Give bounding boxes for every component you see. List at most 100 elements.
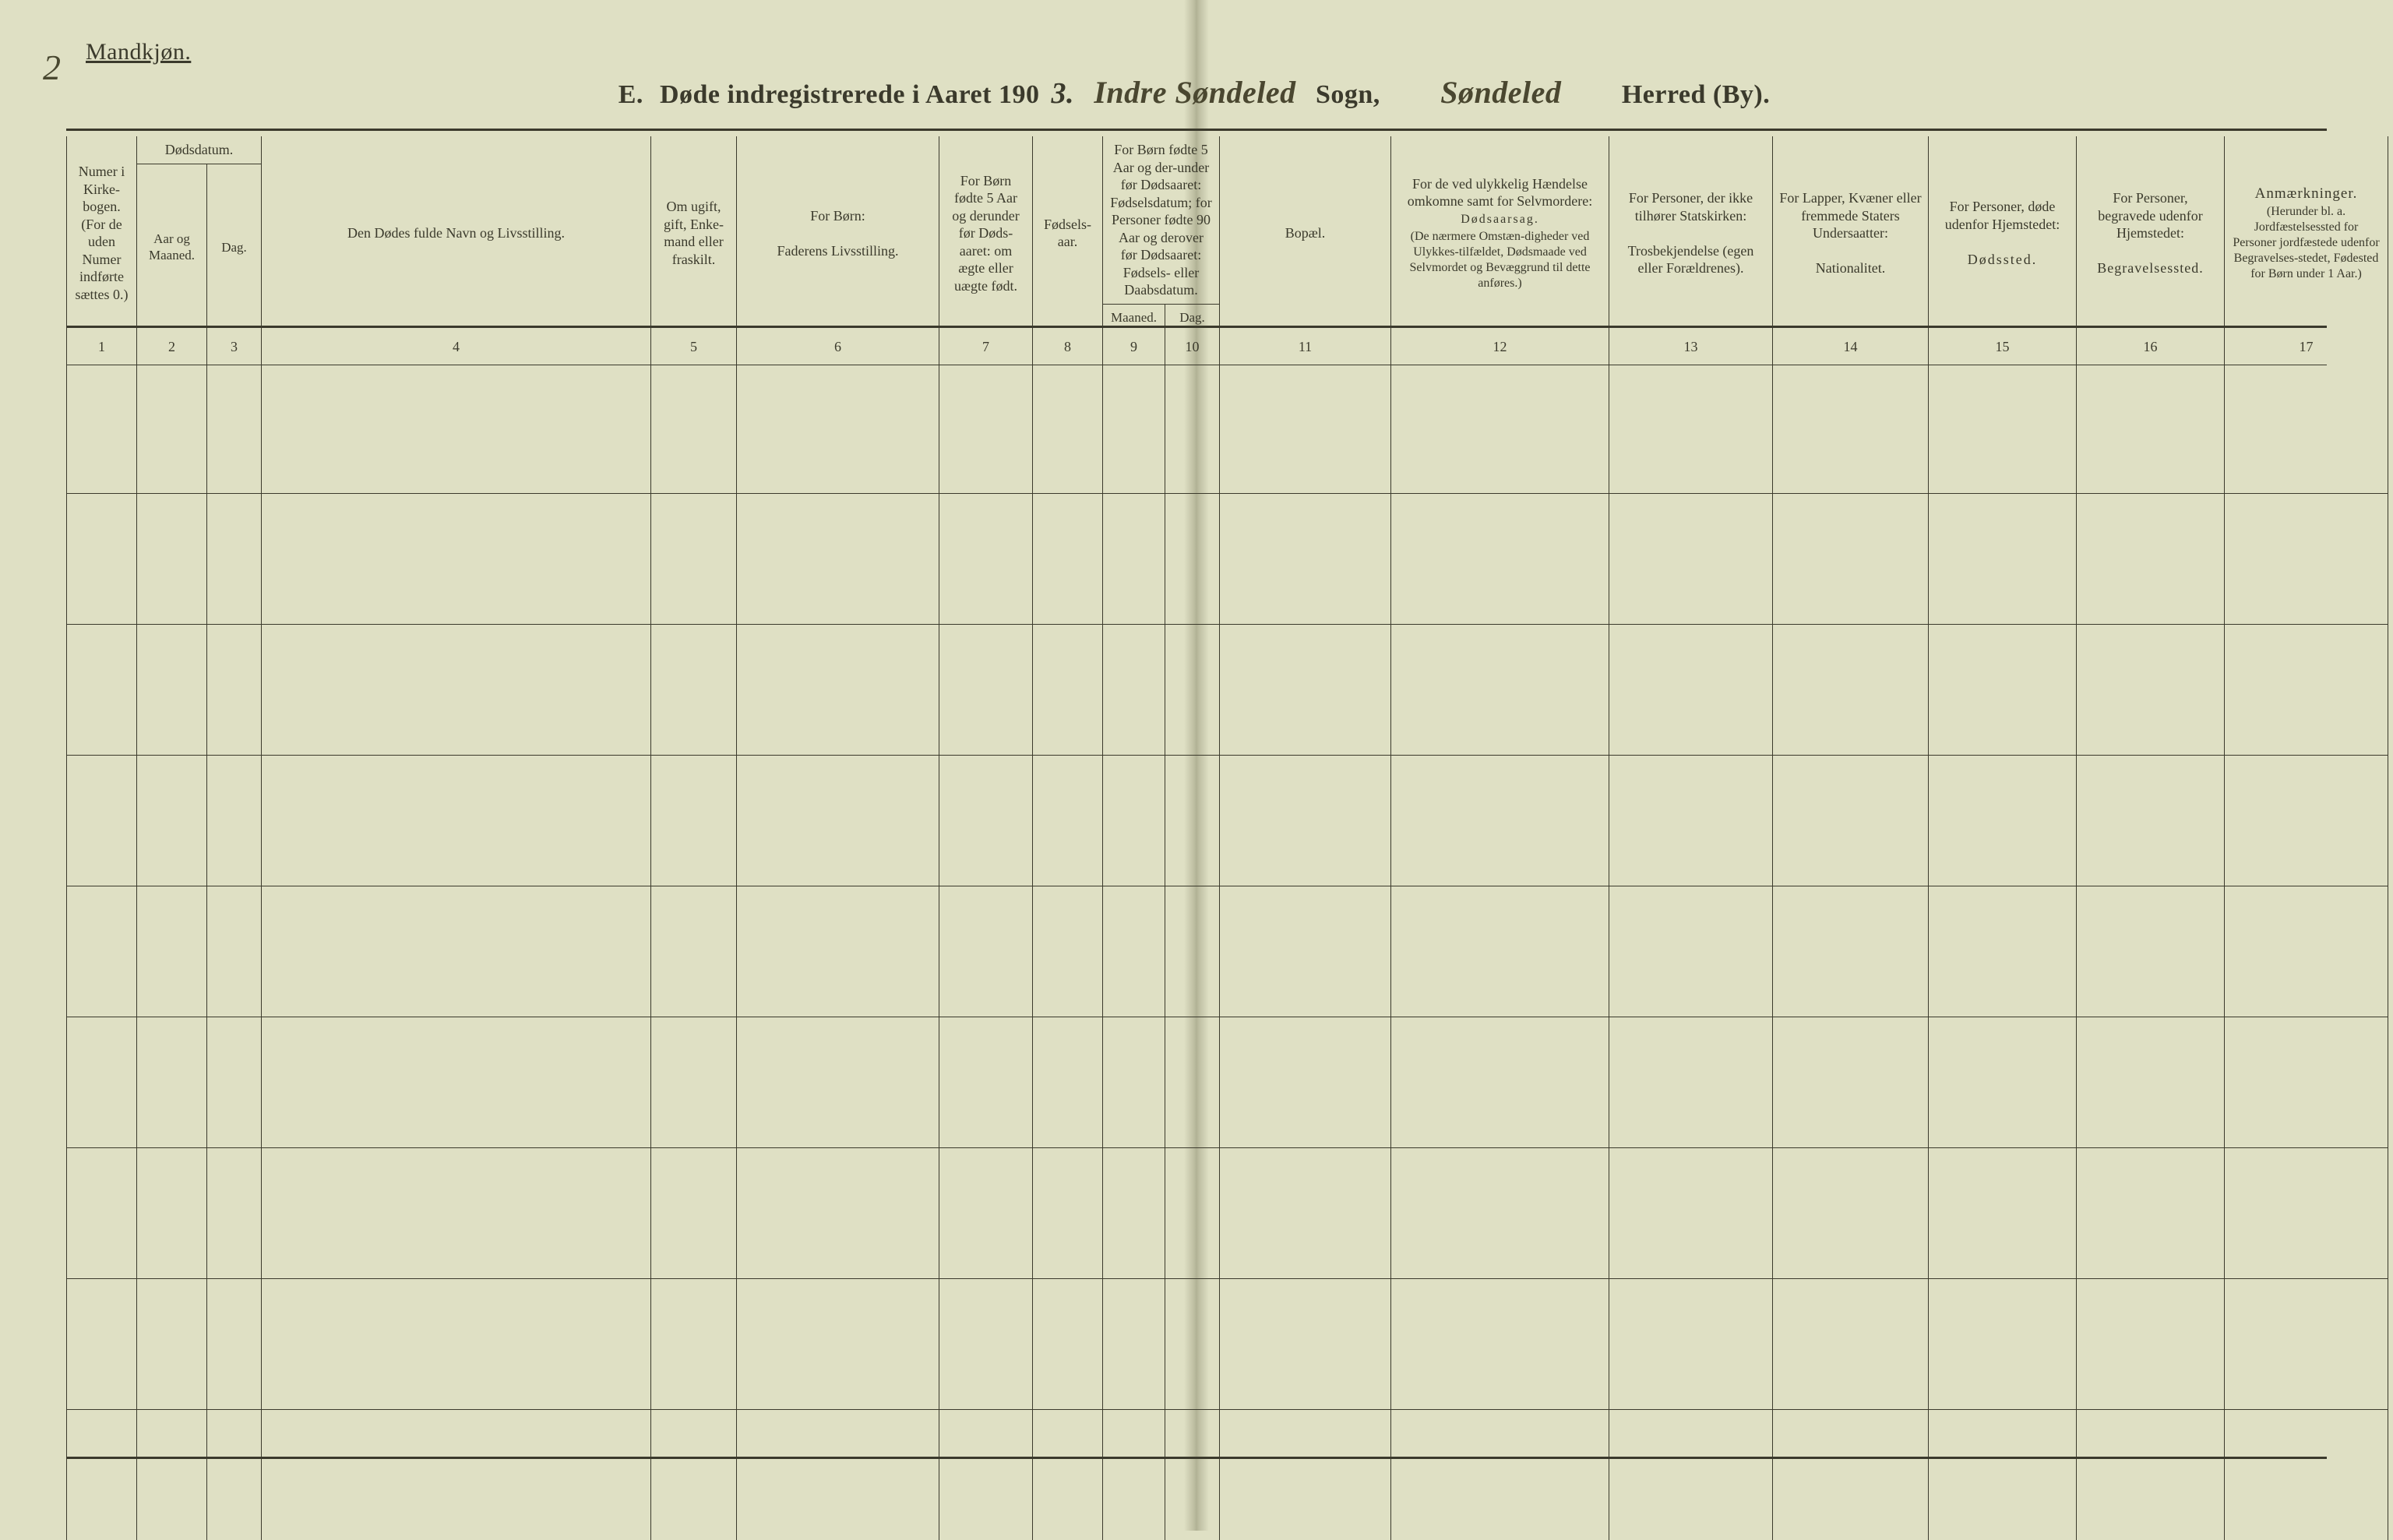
table-cell <box>2077 625 2225 756</box>
table-cell <box>2225 756 2388 886</box>
col-13-heading: For Personer, der ikke tilhører Statskir… <box>1609 136 1773 330</box>
table-cell <box>1609 1017 1773 1148</box>
table-cell <box>737 886 939 1017</box>
table-cell <box>2225 1148 2388 1279</box>
rule-table-bottom <box>66 1457 2327 1459</box>
table-cell <box>262 363 651 494</box>
table-cell <box>2225 625 2388 756</box>
table-cell <box>2077 363 2225 494</box>
table-cell <box>939 1410 1033 1540</box>
table-cell <box>1773 886 1929 1017</box>
title-herred-written: Søndeled <box>1400 74 1602 111</box>
col-6-heading-top: For Børn: <box>810 208 865 224</box>
table-row <box>67 1279 2388 1410</box>
table-cell <box>1103 363 1165 494</box>
table-row <box>67 1017 2388 1148</box>
table-cell <box>137 756 207 886</box>
table-cell <box>67 1279 137 1410</box>
table-cell <box>1929 494 2077 625</box>
table-cell <box>1220 756 1391 886</box>
col-14-heading-top: For Lapper, Kvæner eller fremmede Stater… <box>1779 190 1921 241</box>
table-cell <box>1103 494 1165 625</box>
col-2-3-group: Dødsdatum. <box>137 136 262 164</box>
table-cell <box>1929 625 2077 756</box>
table-row <box>67 625 2388 756</box>
table-cell <box>1220 1279 1391 1410</box>
table-row <box>67 886 2388 1017</box>
table-cell <box>1103 756 1165 886</box>
table-header: Numer i Kirke-bogen. (For de uden Numer … <box>67 136 2388 363</box>
colnum-13: 13 <box>1609 330 1773 364</box>
table-cell <box>939 625 1033 756</box>
table-cell <box>1103 1017 1165 1148</box>
page-title-row: E. Døde indregistrerede i Aaret 190 3. I… <box>0 74 2393 111</box>
table-cell <box>1220 1410 1391 1540</box>
table-cell <box>1609 756 1773 886</box>
table-cell <box>651 494 737 625</box>
table-cell <box>2225 886 2388 1017</box>
col-16-heading-bottom: Begravelsessted. <box>2097 260 2203 276</box>
table-cell <box>2077 1279 2225 1410</box>
table-cell <box>2225 1279 2388 1410</box>
table-cell <box>1773 625 1929 756</box>
table-cell <box>939 1279 1033 1410</box>
table-cell <box>207 1410 262 1540</box>
col-16-heading: For Personer, begravede udenfor Hjemsted… <box>2077 136 2225 330</box>
table-cell <box>651 625 737 756</box>
table-cell <box>1165 1279 1220 1410</box>
table-row <box>67 1410 2388 1540</box>
table-cell <box>2225 363 2388 494</box>
table-cell <box>1033 494 1103 625</box>
table-cell <box>1033 363 1103 494</box>
table-cell <box>2225 1017 2388 1148</box>
colnum-10: 10 <box>1165 330 1220 364</box>
table-cell <box>1391 1410 1609 1540</box>
table-cell <box>939 886 1033 1017</box>
header-row-1: Numer i Kirke-bogen. (For de uden Numer … <box>67 136 2388 164</box>
table-cell <box>939 494 1033 625</box>
table-cell <box>1773 363 1929 494</box>
table-cell <box>1609 363 1773 494</box>
colnum-14: 14 <box>1773 330 1929 364</box>
col-17-heading: Anmærkninger. (Herunder bl. a. Jordfæste… <box>2225 136 2388 330</box>
title-main: Døde indregistrerede i Aaret 190 <box>660 80 1040 109</box>
table-cell <box>1033 1410 1103 1540</box>
col-8-heading: Fødsels-aar. <box>1033 136 1103 330</box>
col-9-10-group: For Børn fødte 5 Aar og der-under før Dø… <box>1103 136 1220 304</box>
table-cell <box>1220 1017 1391 1148</box>
col-15-heading-bottom: Dødssted. <box>1968 252 2038 267</box>
table-cell <box>67 886 137 1017</box>
table-cell <box>1220 363 1391 494</box>
table-cell <box>1391 1279 1609 1410</box>
table-cell <box>262 1410 651 1540</box>
table-cell <box>1773 1148 1929 1279</box>
table-cell <box>207 494 262 625</box>
title-sogn-label: Sogn, <box>1316 80 1380 109</box>
table-cell <box>2077 886 2225 1017</box>
table-cell <box>1165 756 1220 886</box>
table-cell <box>939 363 1033 494</box>
table-row <box>67 756 2388 886</box>
table-cell <box>207 363 262 494</box>
table-cell <box>1773 1410 1929 1540</box>
table-cell <box>939 1148 1033 1279</box>
table-cell <box>1609 625 1773 756</box>
table-cell <box>207 886 262 1017</box>
col-15-heading-top: For Personer, døde udenfor Hjemstedet: <box>1945 199 2060 232</box>
table-row <box>67 1148 2388 1279</box>
col-13-heading-bottom: Trosbekjendelse (egen eller Forældrenes)… <box>1628 243 1754 277</box>
table-row <box>67 363 2388 494</box>
table-cell <box>1929 886 2077 1017</box>
table-cell <box>137 1017 207 1148</box>
col-7-heading: For Børn fødte 5 Aar og derunder før Død… <box>939 136 1033 330</box>
col-4-heading: Den Dødes fulde Navn og Livsstilling. <box>262 136 651 330</box>
table-cell <box>137 363 207 494</box>
table-cell <box>737 1017 939 1148</box>
colnum-6: 6 <box>737 330 939 364</box>
table-cell <box>651 756 737 886</box>
col-17-heading-body: (Herunder bl. a. Jordfæstelsessted for P… <box>2231 204 2381 282</box>
col-3-sub: Dag. <box>207 164 262 330</box>
table-cell <box>262 886 651 1017</box>
table-cell <box>2077 1017 2225 1148</box>
col-15-heading: For Personer, døde udenfor Hjemstedet: D… <box>1929 136 2077 330</box>
